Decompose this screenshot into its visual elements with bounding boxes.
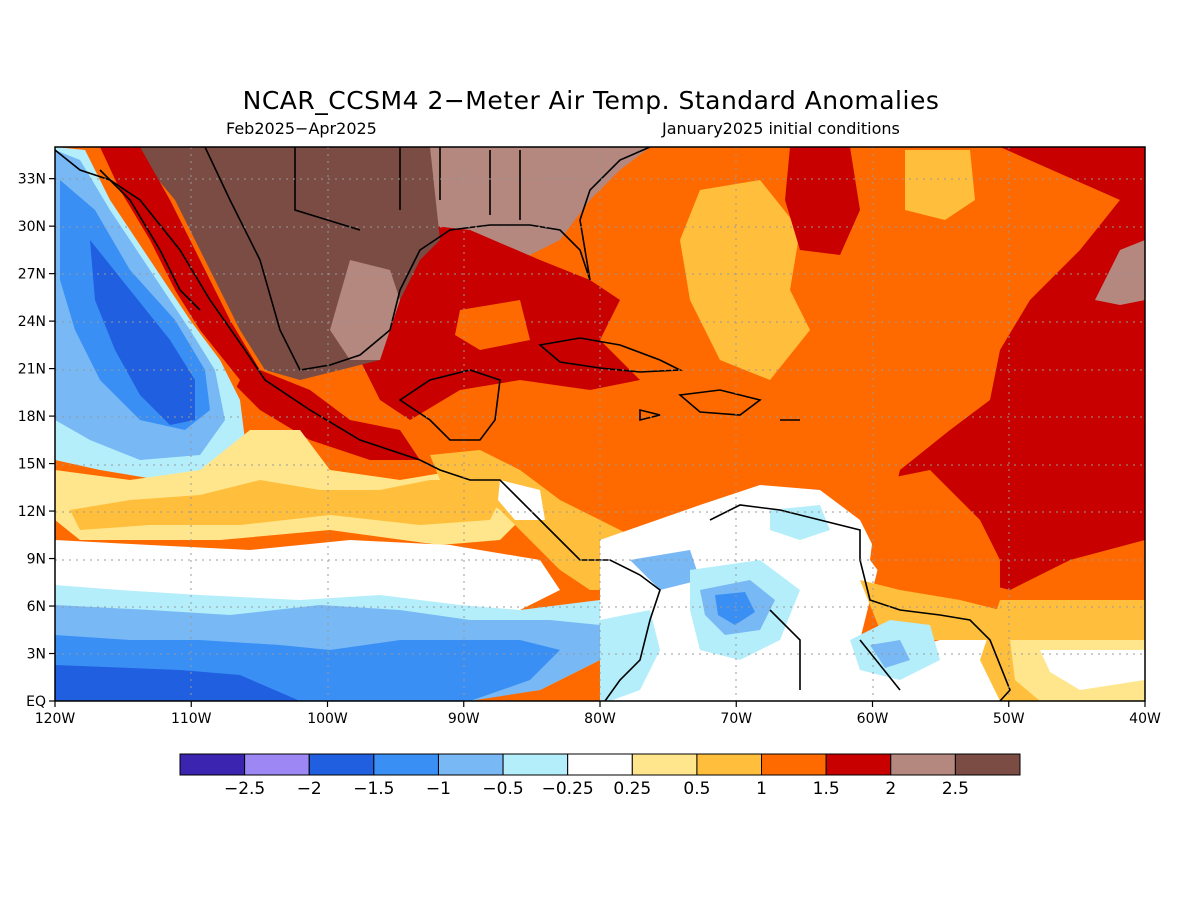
colorbar-swatch: [567, 753, 633, 776]
lon-label: 70W: [720, 711, 752, 727]
lat-label: 12N: [18, 504, 46, 520]
colorbar-swatch: [502, 753, 569, 776]
map-axes: 120W 110W 100W 90W 80W 70W 60W 50W 40W EQ 3N 6N 9N 12…: [18, 172, 1161, 727]
forecast-period: Feb2025−Apr2025: [226, 119, 377, 138]
colorbar-label: 0.25: [613, 779, 651, 799]
lon-label: 90W: [448, 711, 480, 727]
lon-label: 40W: [1129, 711, 1161, 727]
colorbar-swatch: [437, 753, 504, 776]
colorbar-label: −2: [297, 779, 322, 799]
lon-label: 110W: [171, 711, 212, 727]
lat-label: 30N: [18, 219, 46, 235]
lat-label: 21N: [18, 362, 46, 378]
lat-label: 15N: [18, 457, 46, 473]
lat-label: 9N: [27, 552, 46, 568]
colorbar-swatch: [244, 753, 310, 776]
colorbar-label: 2.5: [942, 779, 969, 799]
lat-label: 3N: [27, 647, 46, 663]
colorbar-swatch: [631, 753, 698, 776]
colorbar-label: 1.5: [813, 779, 840, 799]
lat-label: EQ: [26, 694, 46, 710]
anomaly-field: [55, 147, 1145, 701]
colorbar-label: −2.5: [224, 779, 265, 799]
colorbar-label: −0.5: [482, 779, 523, 799]
lat-label: 27N: [18, 267, 46, 283]
colorbar-swatch: [761, 753, 827, 776]
lon-label: 80W: [584, 711, 616, 727]
colorbar-swatch: [179, 753, 246, 776]
colorbar-label: 1: [756, 779, 767, 799]
lat-label: 6N: [27, 599, 46, 615]
lat-label: 18N: [18, 409, 46, 425]
lat-label: 33N: [18, 172, 46, 188]
lat-label: 24N: [18, 314, 46, 330]
lon-label: 100W: [307, 711, 348, 727]
initial-conditions: January2025 initial conditions: [662, 119, 900, 138]
colorbar-label: 0.5: [683, 779, 710, 799]
lon-label: 60W: [857, 711, 889, 727]
map-title: NCAR_CCSM4 2−Meter Air Temp. Standard An…: [242, 86, 940, 115]
colorbar: −2.5 −2 −1.5 −1 −0.5 −0.25 0.25 0.5 1 1.5 2 2.5: [179, 753, 1021, 799]
colorbar-label: −0.25: [542, 779, 594, 799]
colorbar-label: −1.5: [353, 779, 394, 799]
colorbar-swatch: [308, 753, 375, 776]
colorbar-swatch: [696, 753, 763, 776]
colorbar-swatch: [825, 753, 892, 776]
lon-label: 120W: [35, 711, 76, 727]
colorbar-label: 2: [885, 779, 896, 799]
gridlines: [55, 147, 1145, 701]
colorbar-swatch: [373, 753, 439, 776]
colorbar-label: −1: [426, 779, 451, 799]
colorbar-swatch: [954, 753, 1021, 776]
lon-label: 50W: [993, 711, 1025, 727]
colorbar-swatch: [890, 753, 956, 776]
